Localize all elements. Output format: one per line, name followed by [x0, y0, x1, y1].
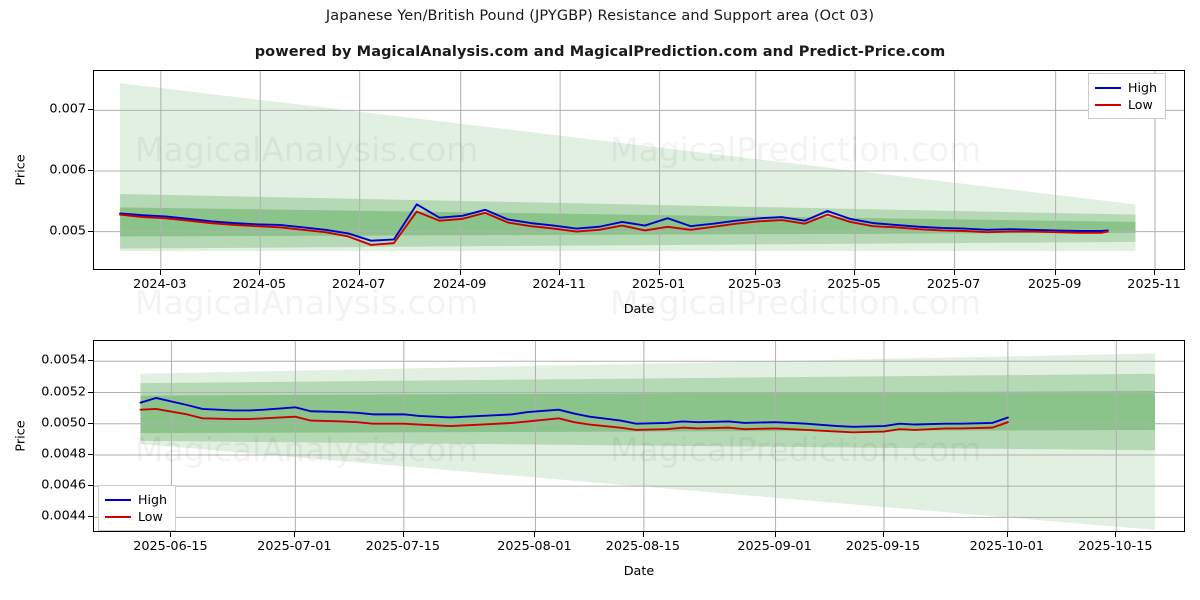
series-line-high [119, 203, 1109, 242]
y-axis-tick-label: 0.0048 [41, 446, 86, 462]
low-line-swatch [1095, 103, 1121, 106]
band-outer [120, 83, 1136, 251]
y-axis-tick-mark [88, 109, 93, 111]
high-line-swatch [1095, 86, 1121, 89]
x-axis-tick-mark [774, 532, 776, 537]
overview-chart-panel: Price Date High Low 0.005 0.006 0.007 2024-… [14, 70, 1185, 317]
band-mid [120, 194, 1136, 249]
legend-label-high: High [138, 492, 167, 507]
x-axis-tick-label: 2025-06-15 [133, 539, 208, 554]
x-axis-tick-label: 2025-09-01 [737, 539, 812, 554]
x-axis-tick-label: 2025-10-15 [1078, 539, 1153, 554]
legend-entry-low: Low [105, 508, 167, 525]
x-axis-tick-mark [1115, 532, 1117, 537]
x-axis-tick-label: 2025-09 [1027, 277, 1082, 292]
series-line-low [119, 210, 1109, 246]
watermark: MagicalAnalysis.com [135, 430, 478, 469]
x-axis-tick-mark [1154, 270, 1156, 275]
y-axis-tick-mark [88, 485, 93, 487]
detail-legend: High Low [98, 485, 176, 531]
x-axis-tick-label: 2025-05 [827, 277, 881, 292]
detail-chart-panel: Price Date High Low 0.0044 0.0046 0.0048 0.… [14, 340, 1185, 579]
y-axis-tick-label: 0.0046 [41, 477, 86, 493]
detail-x-axis-label: Date [623, 564, 655, 579]
watermark: MagicalPrediction.com [610, 130, 981, 169]
y-axis-tick-label: 0.0052 [41, 384, 86, 399]
x-axis-tick-label: 2025-07-15 [365, 539, 440, 554]
x-axis-tick-label: 2024-03 [133, 277, 187, 292]
series-line-high [139, 397, 1009, 428]
y-axis-tick-mark [88, 453, 93, 455]
x-axis-tick-label: 2024-09 [432, 277, 487, 292]
x-axis-tick-label: 2025-03 [727, 277, 782, 292]
x-axis-tick-mark [642, 532, 644, 537]
x-axis-tick-label: 2025-01 [631, 277, 686, 292]
y-axis-tick-mark [88, 422, 93, 424]
watermark: MagicalAnalysis.com [135, 130, 478, 169]
x-axis-tick-mark [1054, 270, 1056, 275]
x-axis-tick-mark [534, 532, 536, 537]
legend-label-low: Low [138, 509, 163, 524]
y-axis-tick-mark [88, 516, 93, 518]
x-axis-tick-label: 2025-09-15 [845, 539, 921, 554]
overview-x-axis-label: Date [623, 302, 655, 317]
page-title: Japanese Yen/British Pound (JPYGBP) Resi… [325, 8, 875, 24]
x-axis-tick-mark [402, 532, 404, 537]
y-axis-tick-label: 0.0050 [41, 415, 86, 431]
x-axis-tick-mark [459, 270, 461, 275]
watermark: MagicalAnalysis.com [135, 283, 478, 322]
detail-plot-area [93, 340, 1185, 532]
x-axis-tick-label: 2024-07 [331, 277, 386, 292]
y-axis-tick-label: 0.0054 [41, 352, 86, 368]
y-axis-tick-label: 0.006 [49, 162, 86, 178]
x-axis-tick-mark [294, 532, 296, 537]
watermark: MagicalPrediction.com [610, 430, 981, 469]
y-axis-tick-mark [88, 360, 93, 362]
legend-label-high: High [1128, 80, 1157, 95]
legend-label-low: Low [1128, 97, 1153, 112]
x-axis-tick-label: 2025-11 [1127, 277, 1181, 292]
legend-entry-low: Low [1095, 96, 1157, 113]
x-axis-tick-mark [358, 270, 360, 275]
x-axis-tick-label: 2025-07 [926, 277, 981, 292]
series-line-low [139, 407, 1009, 434]
detail-plot-svg [94, 341, 1184, 531]
legend-entry-high: High [1095, 79, 1157, 96]
x-axis-tick-mark [854, 270, 856, 275]
y-axis-tick-label: 0.007 [49, 101, 86, 117]
watermark: MagicalPrediction.com [610, 283, 981, 322]
x-axis-tick-mark [1006, 532, 1008, 537]
overview-plot-area [93, 70, 1185, 270]
x-axis-tick-mark [754, 270, 756, 275]
x-axis-tick-mark [559, 270, 561, 275]
x-axis-tick-label: 2025-07-01 [257, 539, 332, 554]
x-axis-tick-mark [882, 532, 884, 537]
y-axis-tick-mark [88, 230, 93, 232]
x-axis-tick-label: 2024-05 [232, 277, 286, 292]
legend-entry-high: High [105, 491, 167, 508]
x-axis-tick-label: 2024-11 [532, 277, 586, 292]
x-axis-tick-label: 2025-08-01 [497, 539, 572, 554]
y-axis-tick-label: 0.0044 [41, 508, 86, 524]
band-inner [140, 390, 1156, 434]
page-subtitle: powered by MagicalAnalysis.com and Magic… [254, 44, 946, 60]
y-axis-tick-label: 0.005 [49, 223, 86, 239]
x-axis-tick-mark [170, 532, 172, 537]
detail-y-axis-label: Price [13, 420, 29, 452]
overview-plot-svg [94, 71, 1184, 269]
overview-y-axis-label: Price [13, 154, 29, 186]
high-line-swatch [105, 498, 131, 501]
x-axis-tick-mark [953, 270, 955, 275]
y-axis-tick-mark [88, 391, 93, 393]
x-axis-tick-label: 2025-08-15 [605, 539, 681, 554]
x-axis-tick-mark [159, 270, 161, 275]
overview-legend: High Low [1088, 73, 1166, 119]
x-axis-tick-mark [658, 270, 660, 275]
x-axis-tick-label: 2025-10-01 [969, 539, 1045, 554]
y-axis-tick-mark [88, 170, 93, 171]
x-axis-tick-mark [259, 270, 261, 275]
low-line-swatch [105, 515, 131, 518]
